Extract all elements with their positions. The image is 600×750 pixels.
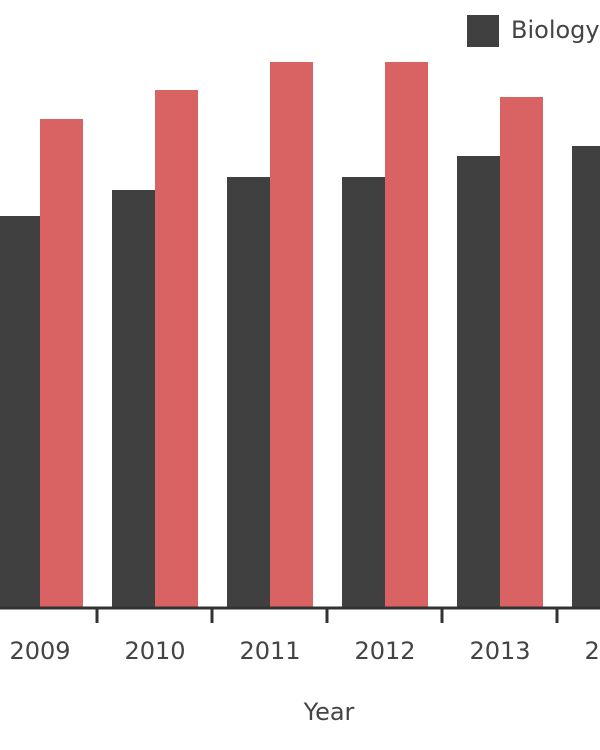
- x-tick-label: 2012: [354, 637, 415, 665]
- x-tick-label: 2009: [9, 637, 70, 665]
- bar: [457, 156, 500, 607]
- legend-label: Biology: [511, 16, 600, 44]
- x-axis-title: Year: [303, 698, 355, 726]
- bar: [572, 146, 600, 607]
- bar: [112, 190, 155, 607]
- bar: [342, 177, 385, 607]
- bar: [385, 62, 428, 607]
- bar: [0, 216, 40, 607]
- bar: [40, 119, 83, 607]
- legend-swatch: [467, 15, 499, 47]
- bar: [155, 90, 198, 607]
- bar: [227, 177, 270, 607]
- bar: [500, 97, 543, 607]
- x-tick-label: 2014: [584, 637, 600, 665]
- x-tick-label: 2010: [124, 637, 185, 665]
- x-tick-label: 2011: [239, 637, 300, 665]
- bar: [270, 62, 313, 607]
- x-tick-label: 2013: [469, 637, 530, 665]
